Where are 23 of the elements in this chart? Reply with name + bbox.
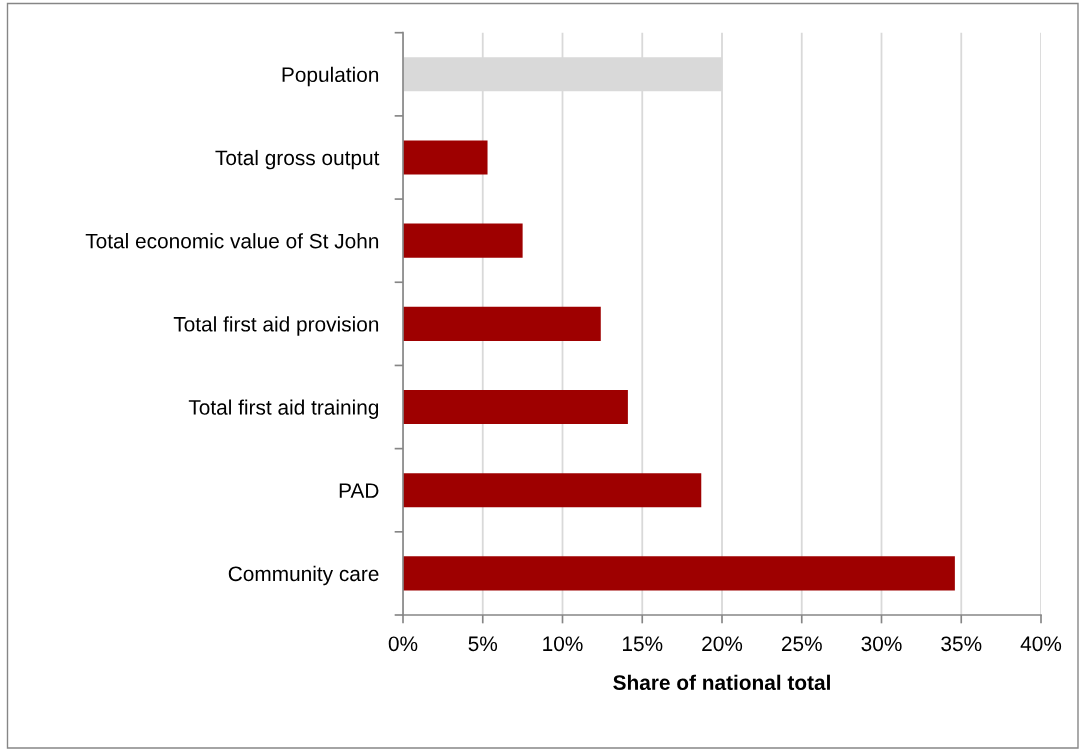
bar bbox=[403, 140, 488, 175]
bar bbox=[403, 389, 628, 425]
y-tick-label: Community care bbox=[228, 565, 379, 586]
x-tick-label: 30% bbox=[861, 636, 902, 652]
x-axis-title: Share of national total bbox=[613, 674, 830, 690]
x-tick-label: 40% bbox=[1020, 636, 1062, 652]
bar bbox=[403, 306, 601, 341]
x-tick-label: 25% bbox=[781, 636, 822, 652]
bar bbox=[403, 473, 702, 508]
x-tick-label: 10% bbox=[543, 636, 583, 652]
y-tick-label: Total gross output bbox=[215, 149, 380, 170]
x-tick-label: 35% bbox=[941, 636, 982, 652]
y-tick-label: Population bbox=[282, 66, 379, 87]
x-tick-label: 20% bbox=[702, 636, 743, 652]
bar bbox=[403, 223, 523, 258]
x-tick-label: 0% bbox=[388, 636, 418, 652]
y-tick-label: Total first aid training bbox=[188, 399, 379, 419]
y-tick-label: PAD bbox=[339, 483, 379, 498]
y-tick-label: Total first aid provision bbox=[173, 316, 379, 336]
x-tick-label: 5% bbox=[468, 636, 498, 652]
bar bbox=[403, 556, 955, 591]
x-tick-label: 15% bbox=[622, 636, 663, 652]
y-tick-label: Total economic value of St John bbox=[85, 233, 379, 249]
